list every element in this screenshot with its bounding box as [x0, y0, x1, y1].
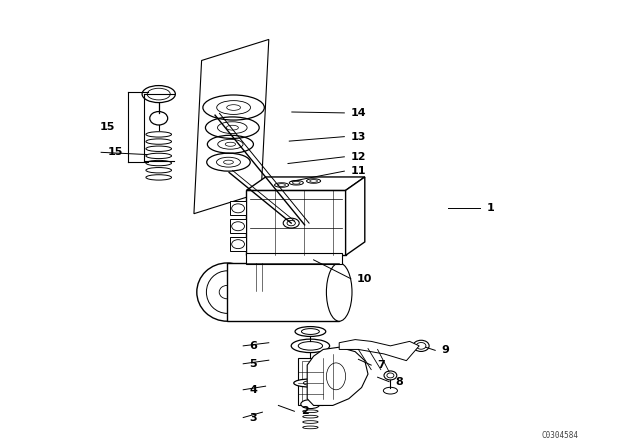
Text: 5: 5: [250, 359, 257, 369]
Text: C0304584: C0304584: [541, 431, 579, 440]
Text: 9: 9: [442, 345, 449, 355]
Text: 12: 12: [351, 152, 366, 162]
Ellipse shape: [294, 379, 327, 387]
Text: 6: 6: [250, 341, 257, 351]
Polygon shape: [246, 177, 365, 190]
Text: 3: 3: [250, 413, 257, 422]
Ellipse shape: [383, 387, 397, 394]
Text: 15: 15: [108, 147, 123, 157]
Text: 14: 14: [351, 108, 366, 118]
Polygon shape: [307, 347, 368, 405]
Polygon shape: [194, 39, 269, 214]
Bar: [302, 361, 319, 403]
Text: 4: 4: [250, 385, 257, 395]
Polygon shape: [339, 340, 419, 361]
Bar: [246, 253, 342, 264]
Ellipse shape: [326, 263, 352, 321]
Bar: [246, 190, 346, 255]
Bar: [227, 263, 339, 321]
Text: 2: 2: [301, 406, 308, 416]
Ellipse shape: [197, 263, 257, 321]
Text: 13: 13: [351, 132, 366, 142]
Text: 8: 8: [396, 377, 403, 387]
Text: 11: 11: [351, 166, 366, 176]
Text: 10: 10: [357, 274, 372, 284]
Polygon shape: [346, 177, 365, 255]
Bar: [298, 358, 323, 405]
Ellipse shape: [384, 371, 397, 380]
Ellipse shape: [291, 339, 330, 353]
Text: 15: 15: [100, 122, 115, 132]
Ellipse shape: [301, 400, 320, 409]
Text: 1: 1: [486, 203, 494, 213]
Ellipse shape: [295, 327, 326, 336]
Bar: [230, 237, 246, 251]
Bar: [230, 219, 246, 233]
Ellipse shape: [413, 340, 429, 351]
Text: 7: 7: [378, 360, 385, 370]
Bar: [230, 201, 246, 215]
